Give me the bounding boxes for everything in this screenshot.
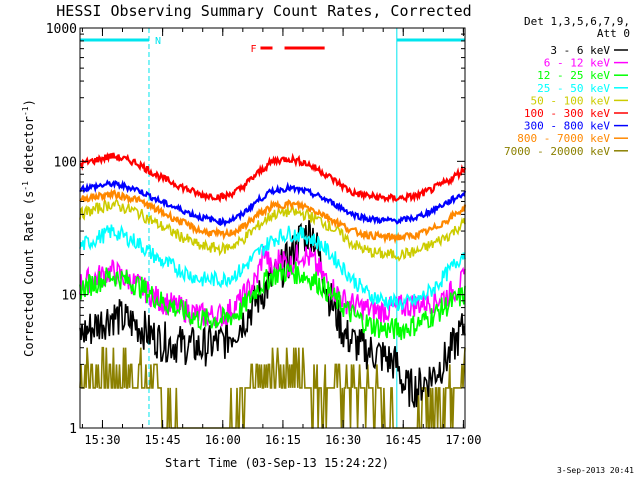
legend-header: Det 1,3,5,6,7,9, Att 0 — [524, 15, 630, 40]
ylabel-sup-1: -1 — [21, 181, 30, 191]
footer-date: 3-Sep-2013 20:41 — [557, 466, 634, 475]
x-tick-label: 16:45 — [385, 433, 421, 447]
y-axis-label: Corrected Count Rate (s-1 detector-1) — [21, 99, 36, 357]
x-axis-label: Start Time (03-Sep-13 15:24:22) — [165, 456, 389, 470]
plot-frame — [79, 27, 466, 429]
chart-title: HESSI Observing Summary Count Rates, Cor… — [56, 2, 471, 20]
legend-label: 3 - 6 keV — [550, 44, 610, 57]
legend-detector-line: Det 1,3,5,6,7,9, — [524, 15, 630, 28]
series-7000-20000-kev — [79, 346, 466, 429]
legend-label: 100 - 300 keV — [524, 107, 610, 120]
legend-label: 12 - 25 keV — [537, 69, 610, 82]
ylabel-sup-2: -1 — [21, 106, 30, 116]
x-tick-label: 15:45 — [145, 433, 181, 447]
legend-label: 300 - 800 keV — [524, 120, 610, 133]
series-50-100-kev — [79, 198, 466, 262]
y-tick-label: 1000 — [46, 22, 77, 37]
legend-label: 800 - 7000 keV — [517, 132, 610, 145]
legend-label: 25 - 50 keV — [537, 82, 610, 95]
legend-attenuator-line: Att 0 — [597, 27, 630, 40]
y-tick-label: 100 — [54, 155, 77, 170]
axes: 15:30 15:45 16:00 16:15 16:30 16:45 17:00 1 10 10… — [46, 22, 482, 447]
legend-label: 7000 - 20000 keV — [504, 145, 610, 158]
ylabel-part-end: ) — [22, 99, 36, 106]
ylabel-part-main: Corrected Count Rate (s — [22, 191, 36, 357]
flag-label-f: F — [250, 44, 256, 55]
legend-label: 6 - 12 keV — [544, 57, 611, 70]
x-tick-label: 16:15 — [265, 433, 301, 447]
legend-label: 50 - 100 keV — [531, 94, 611, 107]
y-tick-label: 1 — [69, 422, 77, 437]
x-tick-label: 16:00 — [205, 433, 241, 447]
y-tick-label: 10 — [61, 289, 77, 304]
series-300-800-kev — [79, 179, 467, 228]
x-tick-label: 15:30 — [84, 433, 120, 447]
series-25-50-kev — [79, 224, 466, 312]
series-6-12-kev — [79, 244, 466, 328]
series-100-300-kev — [79, 151, 467, 204]
plot-area: NF — [79, 28, 467, 429]
series-800-7000-kev — [79, 188, 467, 245]
ylabel-part-mid: detector — [22, 116, 36, 181]
flag-label-n: N — [155, 36, 161, 47]
x-tick-label: 16:30 — [325, 433, 361, 447]
series-12-25-kev — [79, 261, 466, 341]
x-tick-label: 17:00 — [445, 433, 481, 447]
